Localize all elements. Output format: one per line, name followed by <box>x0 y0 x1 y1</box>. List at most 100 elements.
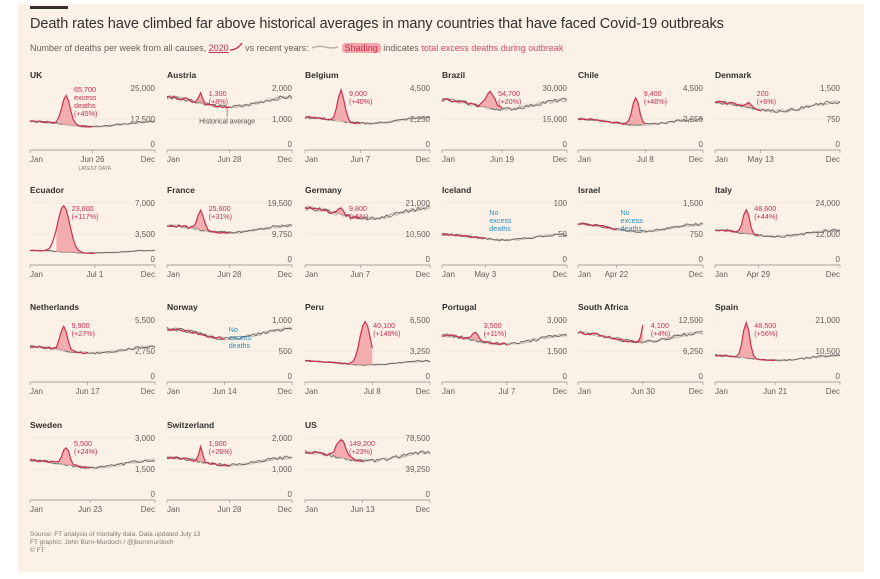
y-tick-label: 4,500 <box>410 84 431 93</box>
line-2020 <box>29 94 93 128</box>
y-tick-label: 1,500 <box>135 465 156 474</box>
y-tick-label: 0 <box>836 255 841 264</box>
x-tick-label-latest: Jul 8 <box>637 155 654 164</box>
line-2020 <box>304 438 363 463</box>
y-tick-label: 30,000 <box>543 84 568 93</box>
x-tick-label: Jan <box>578 155 591 164</box>
y-tick-label: 0 <box>288 490 293 499</box>
panel-austria: Austria 2,000 1,000 0 Jan Jun 28 Dec 1,300(+8%)… <box>166 70 293 164</box>
no-excess-label: No <box>620 208 629 217</box>
line-2020 <box>304 206 361 219</box>
x-tick-label: Dec <box>553 270 567 279</box>
excess-deaths-label: 48,500 <box>754 321 776 330</box>
panel-ecuador: Ecuador 7,000 3,500 0 Jan Jul 1 Dec 23,600(+117… <box>29 185 156 279</box>
panel-south-africa: South Africa 12,500 6,250 0 Jan Jun 30 Dec 4,10… <box>577 302 704 396</box>
excess-deaths-label: (+56%) <box>754 329 777 338</box>
y-tick-label: 3,250 <box>410 347 431 356</box>
y-tick-label: 9,750 <box>272 230 293 239</box>
y-tick-label: 0 <box>288 255 293 264</box>
y-tick-label: 15,000 <box>543 115 568 124</box>
y-tick-label: 5,500 <box>135 316 156 325</box>
line-2020 <box>577 324 644 344</box>
x-tick-label: Jan <box>305 387 318 396</box>
panel-germany: Germany 21,000 10,500 0 Jan Jun 7 Dec 9,800(+5%… <box>304 185 431 279</box>
x-tick-label: Jan <box>30 505 43 514</box>
x-tick-label: Jan <box>167 270 180 279</box>
legend-historical-line-icon <box>311 45 339 49</box>
line-2020 <box>441 331 508 346</box>
panel-title: Israel <box>578 185 600 195</box>
y-tick-label: 24,000 <box>816 199 841 208</box>
panel-title: Germany <box>305 185 342 195</box>
panel-brazil: Brazil 30,000 15,000 0 Jan Jun 19 Dec 54,700(+2… <box>441 70 568 164</box>
y-tick-label: 2,250 <box>410 115 431 124</box>
excess-deaths-label: (+45%) <box>74 109 97 118</box>
y-tick-label: 1,000 <box>272 316 293 325</box>
y-tick-label: 0 <box>426 140 431 149</box>
x-tick-label: Dec <box>141 387 155 396</box>
excess-deaths-shading <box>56 205 95 254</box>
y-tick-label: 0 <box>151 140 156 149</box>
panel-switzerland: Switzerland 2,000 1,000 0 Jan Jun 28 Dec 1,900(… <box>166 420 293 514</box>
excess-deaths-label: deaths <box>74 101 96 110</box>
excess-deaths-label: 9,000 <box>349 89 367 98</box>
chart-card: Death rates have climbed far above histo… <box>18 4 864 572</box>
historical-year-line <box>166 94 293 109</box>
excess-deaths-shading <box>336 207 351 218</box>
excess-deaths-label: 48,600 <box>754 204 776 213</box>
line-2020 <box>441 90 503 109</box>
excess-deaths-label: (+11%) <box>484 329 507 338</box>
historical-average-line <box>29 249 156 254</box>
x-tick-label: Dec <box>689 155 703 164</box>
y-tick-label: 7,000 <box>135 199 156 208</box>
panel-netherlands: Netherlands 5,500 2,750 0 Jan Jun 17 Dec 9,900(… <box>29 302 156 396</box>
line-2020 <box>304 88 361 125</box>
panel-denmark: Denmark 1,500 750 0 Jan May 13 Dec 200(+6%) <box>714 70 841 164</box>
line-2020 <box>166 444 230 467</box>
y-tick-label: 21,000 <box>816 316 841 325</box>
panel-spain: Spain 21,000 10,500 0 Jan Jun 21 Dec 48,500(+56… <box>714 302 841 396</box>
y-tick-label: 0 <box>151 255 156 264</box>
x-tick-label: Jan <box>715 387 728 396</box>
x-tick-label: Dec <box>826 270 840 279</box>
panel-peru: Peru 6,500 3,250 0 Jan Jul 8 Dec 40,100(+149%) <box>304 302 431 396</box>
x-tick-label-latest: Jun 7 <box>350 270 370 279</box>
y-tick-label: 12,500 <box>679 316 704 325</box>
x-tick-label: Jan <box>30 387 43 396</box>
panel-title: Austria <box>167 70 197 80</box>
no-excess-label: excess <box>229 333 252 342</box>
x-tick-label-latest: Apr 22 <box>605 270 629 279</box>
excess-deaths-label: (+5%) <box>349 212 368 221</box>
historical-year-line <box>29 458 156 469</box>
excess-deaths-shading <box>58 95 86 127</box>
panel-title: Switzerland <box>167 420 214 430</box>
excess-deaths-label: 5,500 <box>74 439 92 448</box>
x-tick-label: Jan <box>715 155 728 164</box>
excess-deaths-label: (+117%) <box>72 212 99 221</box>
y-tick-label: 0 <box>699 255 704 264</box>
historical-year-line <box>714 100 841 113</box>
x-tick-label: Dec <box>689 387 703 396</box>
x-tick-label: Dec <box>141 270 155 279</box>
historical-average-line <box>166 326 293 341</box>
panel-title: South Africa <box>578 302 628 312</box>
excess-deaths-label: (+27%) <box>72 329 95 338</box>
excess-deaths-label: 54,700 <box>498 89 520 98</box>
ft-header-bar <box>30 6 68 9</box>
subtitle-text: Number of deaths per week from all cause… <box>30 43 209 53</box>
x-tick-label-latest: Jun 23 <box>78 505 103 514</box>
excess-deaths-label: 65,700 <box>74 85 96 94</box>
line-2020 <box>577 96 646 125</box>
x-tick-label-latest: Jun 30 <box>631 387 656 396</box>
y-tick-label: 12,500 <box>131 115 156 124</box>
historical-average-line <box>29 459 156 469</box>
y-tick-label: 2,750 <box>135 347 156 356</box>
legend-2020-line-icon <box>229 42 243 51</box>
historical-year-line <box>441 333 568 346</box>
chart-footer: Source: FT analysis of mortality data. D… <box>30 531 200 555</box>
panel-title: Chile <box>578 70 599 80</box>
panel-france: France 19,500 9,750 0 Jan Jun 28 Dec 25,600(+31… <box>166 185 293 279</box>
x-tick-label: Dec <box>141 155 155 164</box>
panel-title: Brazil <box>442 70 465 80</box>
panel-title: Iceland <box>442 185 471 195</box>
